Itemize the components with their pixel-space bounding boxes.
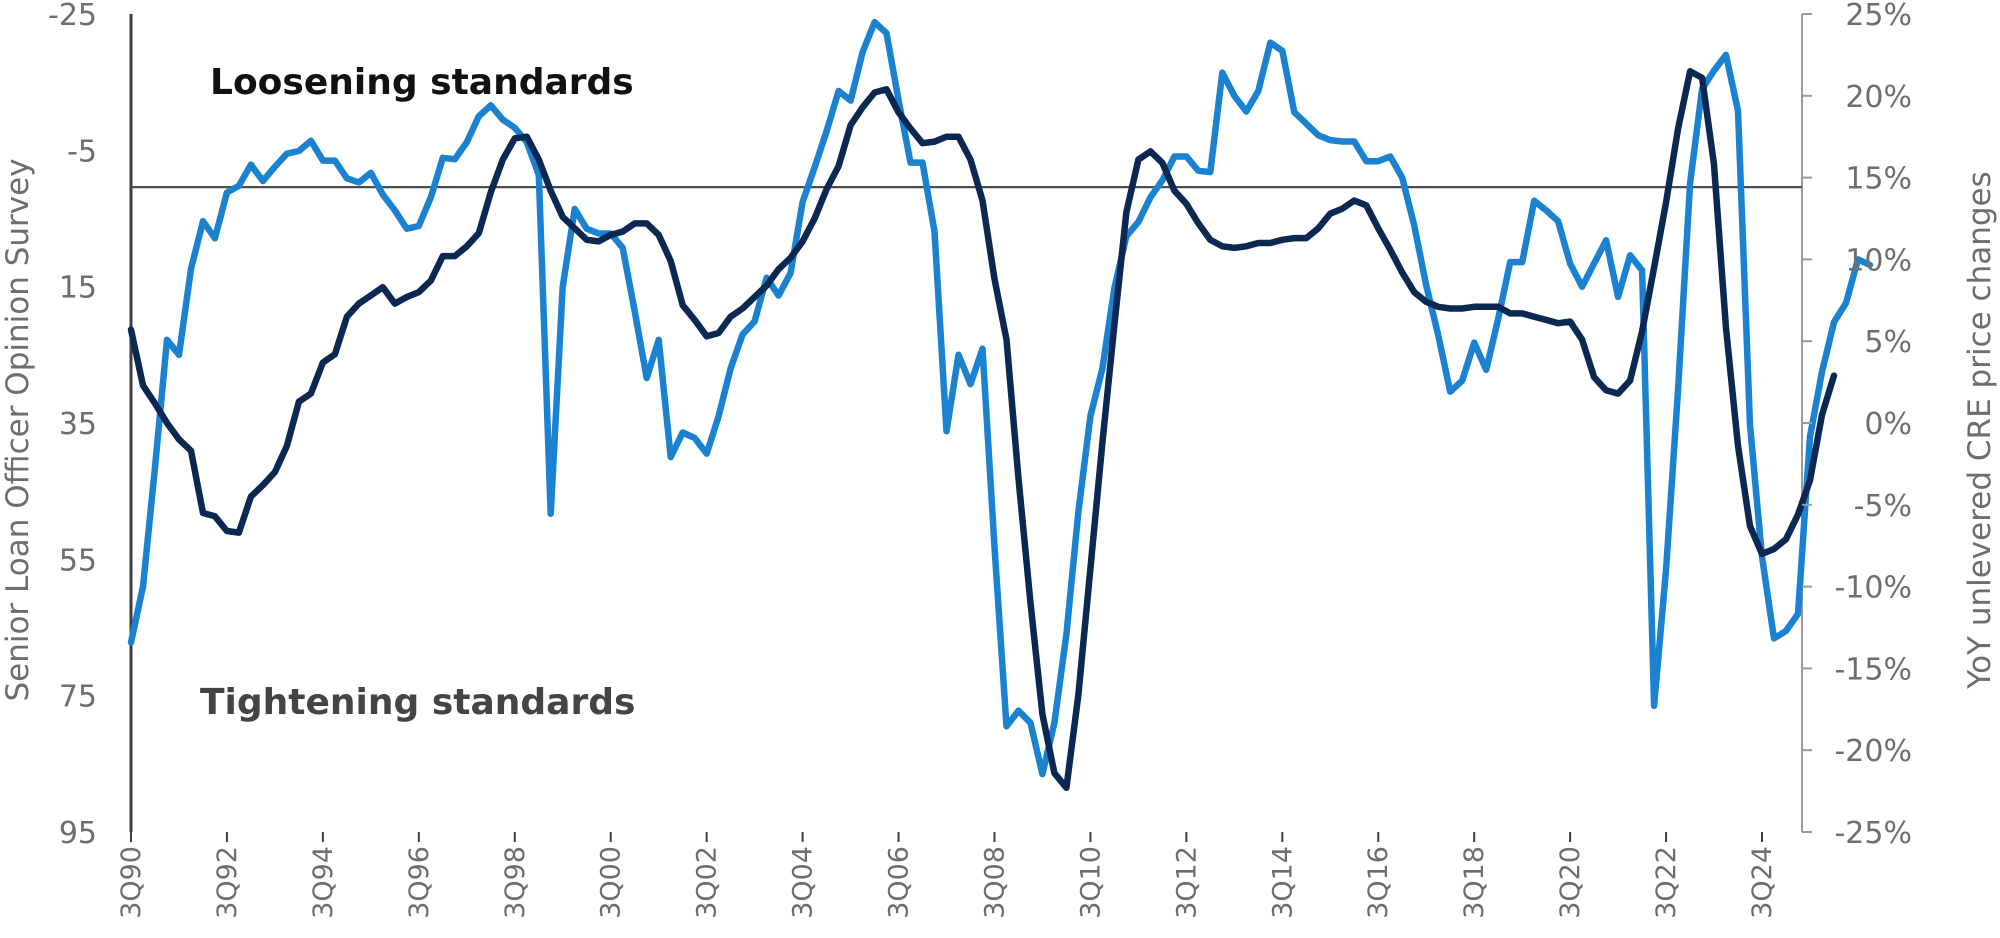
left-axis-title: Senior Loan Officer Opinion Survey: [0, 158, 36, 701]
series-group: [127, 18, 1874, 792]
left-tick-label: -5: [67, 134, 97, 169]
annotation-tightening: Tightening standards: [200, 682, 635, 723]
right-tick-label: -5%: [1854, 489, 1912, 524]
x-tick-label: 3Q12: [1171, 846, 1202, 919]
x-tick-label: 3Q04: [788, 846, 819, 919]
x-tick-label: 3Q96: [404, 846, 435, 919]
right-tick-label: 0%: [1864, 407, 1912, 442]
x-tick-label: 3Q20: [1555, 846, 1586, 919]
left-tick-label: 15: [59, 271, 97, 306]
annotation-loosening: Loosening standards: [210, 62, 634, 103]
left-tick-label: 95: [59, 816, 97, 851]
left-tick-label: 35: [59, 407, 97, 442]
left-tick-label: 55: [59, 543, 97, 578]
x-tick-label: 3Q06: [884, 846, 915, 919]
x-tick-label: 3Q14: [1267, 846, 1298, 919]
x-tick-label: 3Q94: [308, 846, 339, 919]
x-tick-label: 3Q24: [1747, 846, 1778, 919]
left-tick-label: 75: [59, 680, 97, 715]
x-tick-label: 3Q10: [1075, 846, 1106, 919]
x-tick-label: 3Q98: [500, 846, 531, 919]
series-line-cre-prices: [127, 68, 1838, 792]
x-tick-label: 3Q02: [692, 846, 723, 919]
right-tick-label: 15%: [1845, 162, 1912, 197]
x-tick-label: 3Q90: [116, 846, 147, 919]
right-axis-ticks: 25% 20% 15% 10% 5% 0% -5% -10% -15% -20% -25%: [1802, 0, 1912, 851]
left-axis-ticks: -25 -5 15 35 55 75 95: [48, 0, 97, 851]
right-axis-title: YoY unlevered CRE price changes: [1962, 171, 1998, 690]
left-tick-label: -25: [48, 0, 97, 33]
right-tick-label: 5%: [1864, 325, 1912, 360]
right-tick-label: -10%: [1834, 571, 1912, 606]
series-line-sloos: [127, 18, 1874, 778]
right-tick-label: -15%: [1834, 652, 1912, 687]
right-tick-label: 20%: [1845, 80, 1912, 115]
x-tick-label: 3Q92: [212, 846, 243, 919]
x-tick-label: 3Q08: [979, 846, 1010, 919]
right-tick-label: 25%: [1845, 0, 1912, 33]
right-tick-label: 10%: [1845, 243, 1912, 278]
x-tick-label: 3Q00: [596, 846, 627, 919]
x-tick-label: 3Q22: [1651, 846, 1682, 919]
right-tick-label: -25%: [1834, 816, 1912, 851]
right-tick-label: -20%: [1834, 734, 1912, 769]
x-tick-label: 3Q16: [1363, 846, 1394, 919]
x-tick-label: 3Q18: [1459, 846, 1490, 919]
x-axis-ticks: 3Q90 3Q92 3Q94 3Q96 3Q98 3Q00 3Q02 3Q04 3Q06 3Q08…: [116, 832, 1778, 919]
